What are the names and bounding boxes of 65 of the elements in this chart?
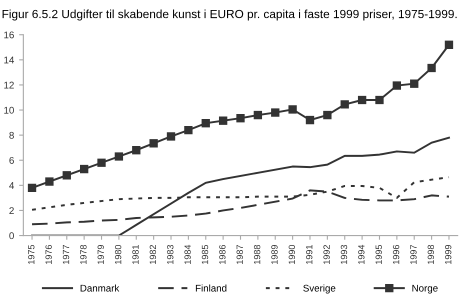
x-tick-label: 1989: [271, 245, 278, 264]
y-tick-label: 8: [9, 132, 14, 139]
x-tick-label: 1983: [167, 244, 174, 264]
point: [184, 126, 193, 134]
x-tick-label: 1984: [184, 244, 191, 264]
x-tick-label: 1979: [98, 245, 104, 264]
y-tick-label: 6: [9, 156, 14, 164]
point: [202, 119, 210, 128]
point: [375, 96, 384, 104]
point: [323, 110, 332, 120]
point: [340, 100, 349, 109]
x-tick-label: 1982: [150, 245, 156, 264]
x-tick-label: 1978: [80, 244, 87, 264]
point: [28, 184, 36, 192]
x-tick-label: 1998: [428, 244, 434, 264]
y-tick-label: 4: [9, 182, 14, 189]
point: [306, 116, 314, 124]
x-tick-label: 1988: [254, 244, 260, 264]
x-tick-label: 1977: [62, 245, 70, 264]
x-tick-label: 1990: [288, 244, 296, 264]
x-tick-label: 1975: [28, 244, 34, 264]
x-tick-label: 1976: [45, 244, 52, 264]
point: [444, 40, 454, 49]
point: [132, 146, 140, 154]
point: [358, 96, 366, 104]
point: [218, 116, 228, 125]
point: [288, 105, 297, 114]
y-tick-label: 14: [4, 56, 14, 64]
x-tick-label: 1996: [392, 244, 400, 264]
legend-label: Sverige: [303, 284, 336, 294]
y-tick-label: 12: [4, 82, 14, 88]
x-tick-label: 1994: [358, 244, 365, 264]
x-tick-label: 1992: [323, 245, 330, 264]
point: [80, 164, 88, 174]
legend-label: Finland: [196, 284, 226, 292]
y-tick-label: 16: [4, 31, 14, 38]
point: [114, 152, 124, 161]
point: [271, 108, 280, 117]
x-tick-label: 1997: [410, 245, 417, 264]
line-series: [31, 136, 450, 236]
point: [97, 158, 106, 167]
x-tick-label: 1993: [340, 244, 348, 264]
point: [149, 139, 158, 148]
y-tick-label: 10: [4, 106, 14, 114]
x-tick-label: 1991: [306, 245, 312, 264]
point: [45, 177, 54, 186]
x-tick-label: 1995: [376, 244, 382, 264]
point: [254, 110, 262, 120]
point: [62, 171, 71, 180]
point: [410, 80, 418, 88]
x-tick-label: 1980: [114, 244, 122, 264]
point: [392, 81, 402, 90]
x-tick-label: 1999: [445, 245, 452, 264]
y-tick-label: 0: [9, 232, 14, 240]
x-tick-label: 1981: [132, 245, 139, 264]
legend-label: Danmark: [80, 284, 120, 292]
point: [427, 64, 436, 72]
point: [166, 132, 176, 141]
x-tick-label: 1987: [236, 245, 243, 264]
chart-title: Figur 6.5.2 Udgifter til skabende kunst i EURO pr. capita i faste 1999 priser, 1975-1999.: [2, 10, 457, 21]
point: [236, 114, 245, 122]
x-tick-label: 1986: [219, 244, 226, 264]
x-tick-label: 1985: [202, 244, 208, 264]
y-tick-label: 2: [9, 207, 14, 214]
legend-label: Norge: [412, 284, 438, 294]
